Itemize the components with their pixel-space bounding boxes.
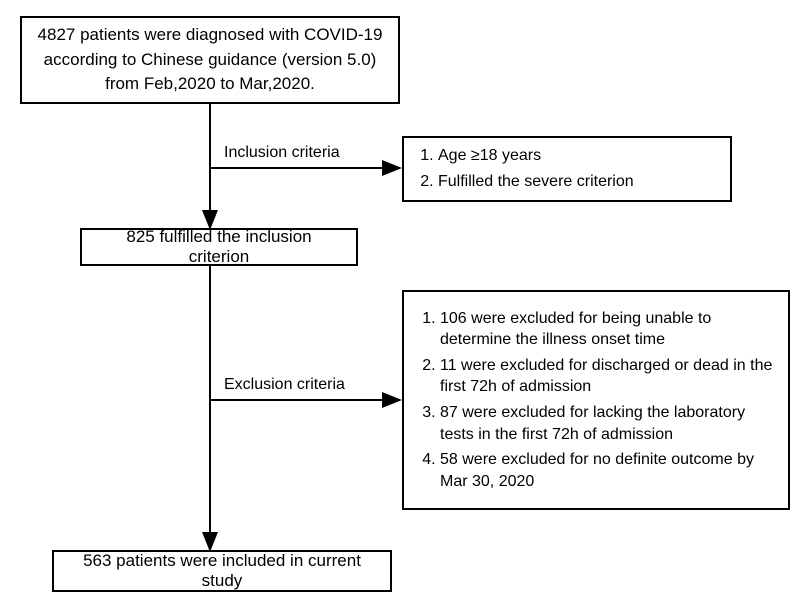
inclusion-criteria-box: Age ≥18 years Fulfilled the severe crite… — [402, 136, 732, 202]
exclusion-item-3: 87 were excluded for lacking the laborat… — [440, 402, 774, 445]
final-text: 563 patients were included in current st… — [66, 551, 378, 591]
exclusion-label: Exclusion criteria — [224, 376, 345, 394]
exclusion-item-4: 58 were excluded for no definite outcome… — [440, 449, 774, 492]
inclusion-item-2: Fulfilled the severe criterion — [438, 171, 634, 193]
exclusion-criteria-box: 106 were excluded for being unable to de… — [402, 290, 790, 510]
exclusion-item-1: 106 were excluded for being unable to de… — [440, 308, 774, 351]
inclusion-result-text: 825 fulfilled the inclusion criterion — [94, 227, 344, 267]
inclusion-item-1: Age ≥18 years — [438, 145, 634, 167]
inclusion-label: Inclusion criteria — [224, 144, 340, 162]
inclusion-result-box: 825 fulfilled the inclusion criterion — [80, 228, 358, 266]
final-cohort-box: 563 patients were included in current st… — [52, 550, 392, 592]
exclusion-item-2: 11 were excluded for discharged or dead … — [440, 355, 774, 398]
